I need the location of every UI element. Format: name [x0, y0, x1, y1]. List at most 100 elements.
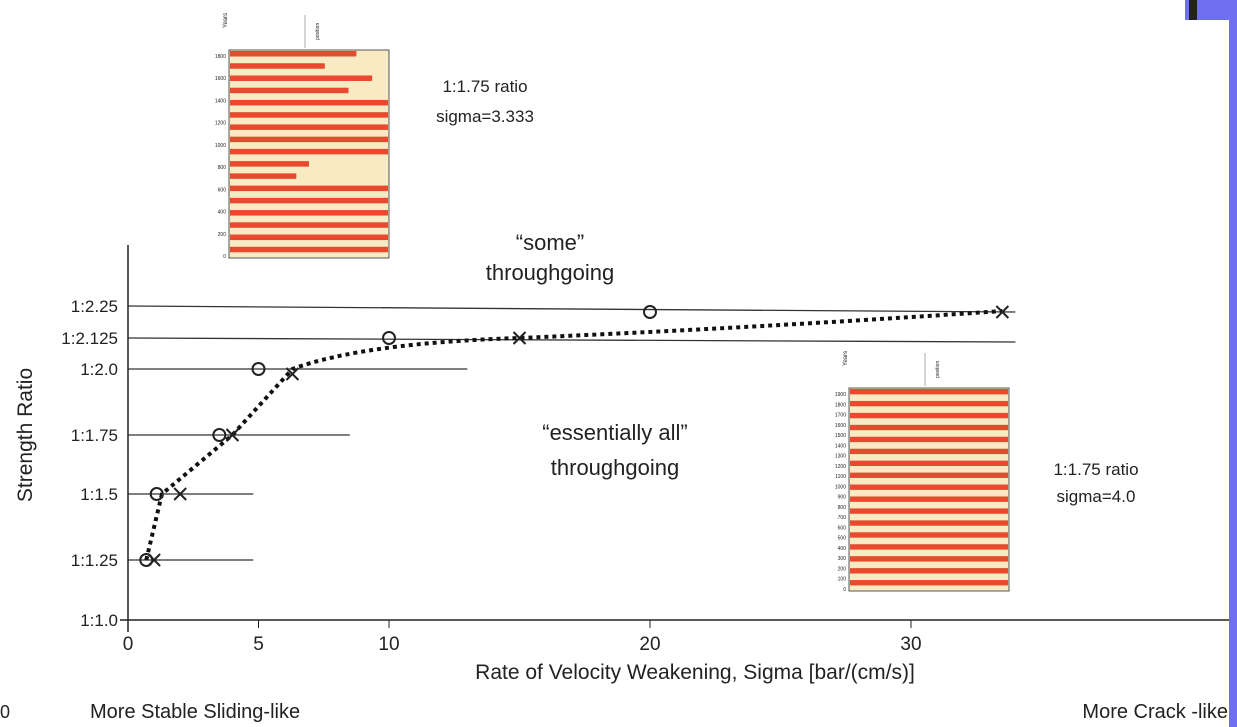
- inset-y-tick: 200: [838, 566, 847, 572]
- inset-y-tick: 1300: [835, 454, 846, 460]
- y-tick-label: 1:1.25: [71, 551, 118, 570]
- inset-caption-line1: 1:1.75 ratio: [1053, 460, 1138, 479]
- inset-x-title: position: [935, 361, 941, 378]
- inset-event-row: [850, 544, 1008, 550]
- data-point-o: [643, 305, 657, 319]
- right-edge-bar: [1229, 0, 1237, 727]
- inset-y-tick: 1800: [835, 402, 846, 408]
- reference-lines: [127, 305, 1016, 561]
- x-tick-label: 5: [253, 634, 264, 655]
- inset-event-row: [230, 173, 297, 179]
- inset-event-row: [230, 234, 388, 241]
- markers: [139, 305, 1010, 567]
- data-point-o: [212, 428, 227, 442]
- region-label-upper-line2: throughgoing: [486, 260, 614, 285]
- data-point-x: [173, 487, 187, 501]
- x-axis-title: Rate of Velocity Weakening, Sigma [bar/(…: [475, 661, 915, 684]
- y-tick-label: 1:1.5: [80, 485, 118, 504]
- data-point-o: [251, 362, 266, 376]
- data-point-x-stroke: [285, 367, 300, 381]
- inset-event-row: [850, 472, 1008, 478]
- inset-y-tick: 700: [838, 515, 847, 521]
- inset-event-row: [230, 136, 388, 143]
- inset-y-tick: 500: [838, 536, 847, 542]
- inset-y-tick: 1800: [215, 54, 226, 60]
- inset-y-tick: 800: [838, 505, 847, 511]
- inset-y-tick: 1500: [835, 433, 846, 439]
- bottom-left-label: More Stable Sliding-like: [90, 701, 300, 723]
- inset-y-tick: 600: [838, 525, 847, 531]
- inset-y-tick: 100: [838, 577, 847, 583]
- y-axis-title: Strength Ratio: [14, 368, 37, 502]
- region-label-upper: “some”: [516, 230, 584, 255]
- region-label-lower: “essentially all”: [542, 420, 688, 445]
- inset-y-tick: 600: [218, 187, 227, 193]
- inset-y-tick: 1900: [835, 392, 846, 398]
- inset-event-row: [230, 197, 388, 204]
- inset-event-row: [230, 124, 388, 130]
- inset-event-row: [850, 389, 1008, 395]
- inset-event-row: [850, 460, 1008, 467]
- y-tick-label: 1:1.0: [80, 611, 118, 630]
- corner-label: 0: [0, 702, 10, 722]
- inset-y-tick: 1000: [835, 484, 846, 490]
- inset-event-row: [230, 222, 388, 228]
- inset-event-row: [850, 532, 1008, 538]
- inset-event-row: [850, 556, 1008, 562]
- inset-y-tick: 200: [218, 232, 227, 238]
- inset-y-tick: 400: [838, 546, 847, 552]
- bottom-right-label: More Crack -like: [1082, 701, 1228, 723]
- inset-event-row: [230, 112, 388, 118]
- inset-event-row: [230, 87, 349, 94]
- inset-event-row: [850, 412, 1008, 419]
- inset-y-title: Years: [223, 13, 229, 28]
- inset-y-tick: 400: [218, 210, 227, 216]
- inset-event-row: [850, 520, 1008, 526]
- inset-event-row: [850, 568, 1008, 574]
- data-point-x: [512, 331, 527, 345]
- inset-event-row: [230, 185, 388, 192]
- data-point-x: [285, 367, 300, 381]
- data-point-o: [149, 487, 164, 501]
- reference-line: [127, 305, 1016, 313]
- inset-event-row: [850, 436, 1008, 443]
- x-tick-label: 30: [900, 634, 921, 655]
- inset-y-tick: 1600: [835, 423, 846, 429]
- y-tick-label: 1:2.125: [61, 329, 118, 348]
- inset-upper: 1800 1600 1400 1200 1000 800 600 400 200 0 Years po…: [215, 13, 534, 260]
- data-point-x-stroke: [147, 553, 161, 567]
- inset-event-row: [230, 75, 373, 81]
- inset-caption-line2: sigma=3.333: [436, 107, 534, 126]
- inset-y-tick: 1400: [215, 98, 226, 104]
- inset-event-row: [230, 246, 388, 253]
- inset-y-tick: 1200: [835, 464, 846, 470]
- data-point-x: [995, 305, 1010, 319]
- inset-x-title: position: [315, 23, 321, 40]
- corner-mark-dark: [1189, 0, 1197, 20]
- data-point-o: [382, 331, 396, 345]
- inset-y-tick: 1600: [215, 76, 226, 82]
- inset-y-tick: 0: [843, 587, 846, 593]
- data-point-o: [139, 553, 154, 567]
- data-point-x-stroke: [173, 487, 187, 501]
- inset-y-tick: 0: [223, 254, 226, 260]
- inset-event-row: [850, 448, 1008, 455]
- inset-event-row: [230, 161, 309, 167]
- inset-event-row: [850, 484, 1008, 490]
- inset-y-tick: 1000: [215, 143, 226, 149]
- inset-caption-line1: 1:1.75 ratio: [442, 77, 527, 96]
- inset-y-tick: 1200: [215, 121, 226, 127]
- inset-y-tick: 800: [218, 165, 227, 171]
- x-tick-label: 10: [378, 634, 399, 655]
- inset-lower: 1900180017001600150014001300120011001000…: [835, 351, 1139, 593]
- data-point-x-stroke: [225, 428, 240, 442]
- inset-y-tick: 900: [838, 495, 847, 501]
- reference-line: [127, 337, 1016, 343]
- transition-curve: [144, 309, 1003, 561]
- inset-y-title: Years: [843, 351, 849, 366]
- y-tick-label: 1:2.25: [71, 297, 118, 316]
- data-point-x-stroke: [995, 305, 1010, 319]
- inset-event-row: [230, 63, 325, 69]
